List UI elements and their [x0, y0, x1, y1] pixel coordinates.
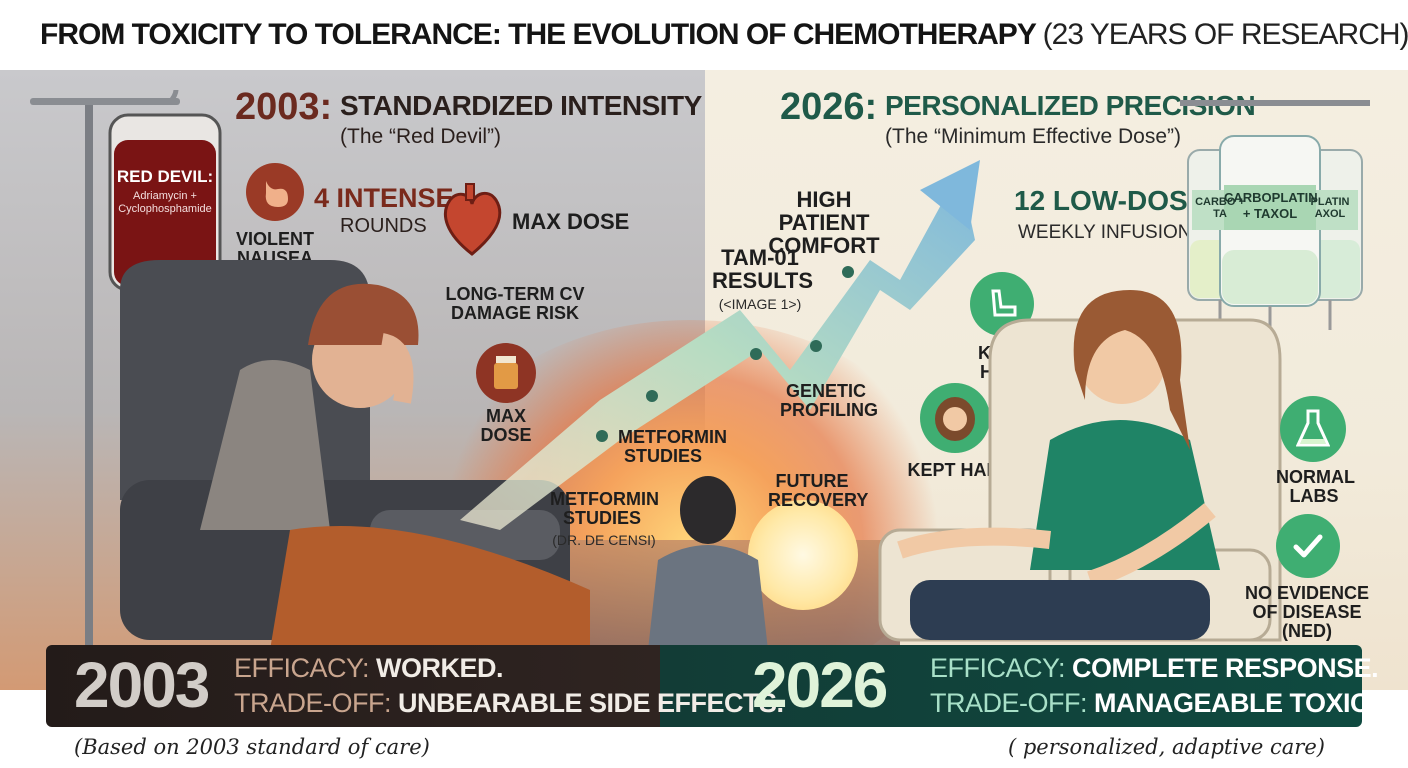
kept-hair-bottom-label: KEPT HAIR [907, 460, 1005, 480]
future-recovery-label: FUTURE RECOVERY [768, 471, 869, 510]
efficacy-key-2026: EFFICACY: [930, 653, 1066, 683]
flask-icon [1280, 396, 1346, 462]
summary-bar-2026 [660, 645, 1362, 727]
title-bar [0, 0, 1408, 70]
infusions-small-label: WEEKLY INFUSIONS [1018, 222, 1205, 243]
tradeoff-key-2003: TRADE-OFF: [234, 688, 392, 718]
comfort-label: HIGH PATIENT COMFORT [768, 187, 880, 259]
ned-label: NO EVIDENCE OF DISEASE (NED) [1244, 583, 1370, 641]
red-devil-bag-icon [108, 113, 222, 401]
infusions-big-label: 12 LOW-DOSE [1014, 185, 1207, 216]
sun-icon [748, 500, 858, 610]
summary-year-2003: 2003 [74, 649, 210, 721]
bag-left-label: CARBO + TA [1195, 196, 1245, 221]
right-patient-illustration [878, 290, 1282, 642]
left-subheading: (The “Red Devil”) [340, 125, 502, 148]
right-subheading: (The “Minimum Effective Dose”) [885, 125, 1182, 148]
bag-center-label: CARBOPLATIN + TAXOL [1224, 190, 1318, 221]
metformin-credit-label: (DR. DE CENSI) [552, 532, 656, 548]
metformin-top-label: METFORMIN STUDIES [618, 427, 727, 466]
efficacy-val-2026: COMPLETE RESPONSE. [1072, 653, 1379, 683]
summary-2003-tradeoff: TRADE-OFF: UNBEARABLE SIDE EFFECTS. [234, 688, 784, 719]
summary-year-2026: 2026 [752, 649, 888, 721]
cv-risk-label: LONG-TERM CV DAMAGE RISK [445, 284, 585, 323]
efficacy-val-2003: WORKED. [376, 653, 504, 683]
stomach-icon [246, 163, 304, 221]
person-silhouette [648, 476, 768, 650]
max-dose-pill-label: MAX DOSE [480, 406, 532, 445]
title-main: FROM TOXICITY TO TOLERANCE: THE EVOLUTIO… [40, 18, 1036, 51]
summary-bar-2003 [46, 645, 660, 727]
rounds-big-label: 4 INTENSE [314, 183, 454, 213]
title-sub: (23 YEARS OF RESEARCH) [1042, 18, 1408, 51]
year-2026-heading: 2026: [780, 86, 878, 128]
footnote-left: (Based on 2003 standard of care) [74, 735, 430, 759]
low-dose-bags-icon [1180, 100, 1370, 336]
red-devil-label: RED DEVIL: [116, 167, 214, 186]
summary-2026-tradeoff: TRADE-OFF: MANAGEABLE TOXICITY. [930, 688, 1408, 719]
tam01-image-label: (<IMAGE 1>) [718, 296, 802, 312]
tam01-label: TAM-01 RESULTS [712, 245, 814, 294]
genetic-label: GENETIC PROFILING [780, 381, 878, 420]
tradeoff-val-2003: UNBEARABLE SIDE EFFECTS. [398, 688, 784, 718]
pill-bottle-icon [476, 343, 536, 403]
red-devil-drugs: Adriamycin + Cyclophosphamide [118, 190, 212, 216]
woman-hair-icon [920, 383, 990, 453]
iv-pole-icon [30, 90, 180, 645]
check-icon [1276, 514, 1340, 578]
footnote-right: ( personalized, adaptive care) [1008, 735, 1325, 759]
year-2003-heading: 2003: [235, 86, 333, 128]
tradeoff-val-2026: MANAGEABLE TOXICITY. [1094, 688, 1408, 718]
bag-right-label: PLATIN AXOL [1310, 196, 1350, 221]
metformin-bottom-label: METFORMIN STUDIES [550, 489, 659, 528]
max-dose-heart-label: MAX DOSE [512, 209, 630, 234]
left-patient-illustration [120, 260, 590, 650]
normal-labs-label: NORMAL LABS [1276, 467, 1355, 506]
progress-arrow-icon [460, 160, 980, 530]
page-title: FROM TOXICITY TO TOLERANCE: THE EVOLUTIO… [40, 18, 1408, 52]
summary-2026-efficacy: EFFICACY: COMPLETE RESPONSE. [930, 653, 1379, 684]
summary-2003-efficacy: EFFICACY: WORKED. [234, 653, 504, 684]
rounds-small-label: ROUNDS [340, 215, 427, 237]
left-heading: STANDARDIZED INTENSITY [340, 90, 702, 121]
heart-icon [443, 183, 502, 256]
efficacy-key-2003: EFFICACY: [234, 653, 370, 683]
tradeoff-key-2026: TRADE-OFF: [930, 688, 1088, 718]
